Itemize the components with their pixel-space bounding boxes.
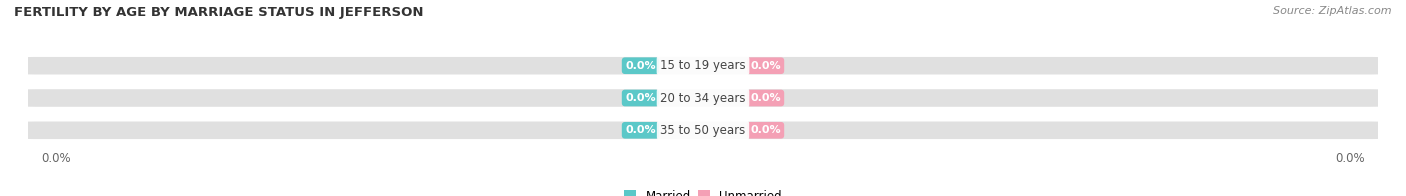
Text: FERTILITY BY AGE BY MARRIAGE STATUS IN JEFFERSON: FERTILITY BY AGE BY MARRIAGE STATUS IN J… <box>14 6 423 19</box>
Text: 0.0%: 0.0% <box>626 61 655 71</box>
Text: 0.0%: 0.0% <box>42 152 72 165</box>
Text: 0.0%: 0.0% <box>751 61 780 71</box>
Text: 0.0%: 0.0% <box>1334 152 1364 165</box>
FancyBboxPatch shape <box>25 88 1381 108</box>
Text: 0.0%: 0.0% <box>626 93 655 103</box>
Text: 15 to 19 years: 15 to 19 years <box>661 59 745 72</box>
Text: 0.0%: 0.0% <box>626 125 655 135</box>
Text: Source: ZipAtlas.com: Source: ZipAtlas.com <box>1274 6 1392 16</box>
Text: 35 to 50 years: 35 to 50 years <box>661 124 745 137</box>
Text: 0.0%: 0.0% <box>751 125 780 135</box>
Text: 20 to 34 years: 20 to 34 years <box>661 92 745 104</box>
Text: 0.0%: 0.0% <box>751 93 780 103</box>
Legend: Married, Unmarried: Married, Unmarried <box>620 185 786 196</box>
FancyBboxPatch shape <box>25 120 1381 141</box>
FancyBboxPatch shape <box>25 55 1381 76</box>
